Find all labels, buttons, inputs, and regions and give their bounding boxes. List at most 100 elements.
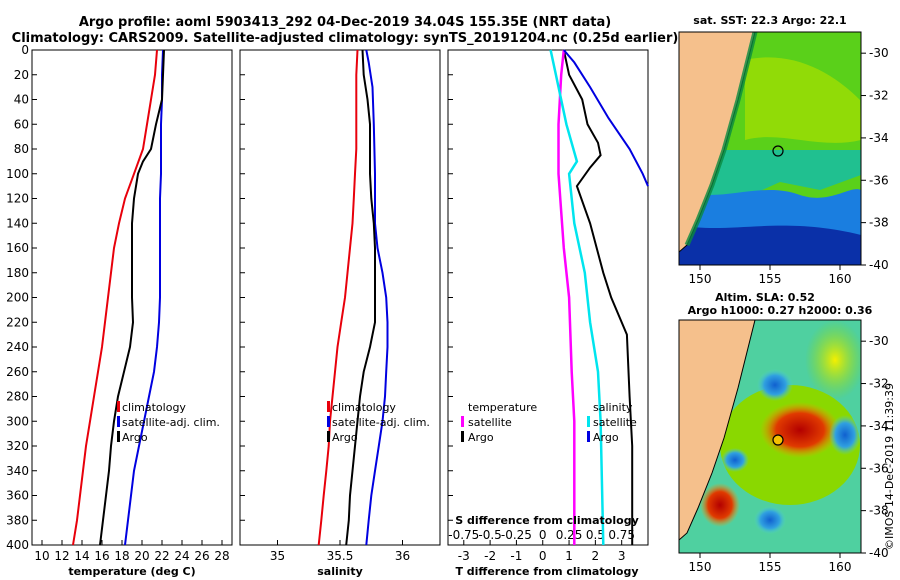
lat-tick-label: -34 [869, 131, 889, 145]
salinity-panel: 35 35.5 36 salinity climatology satellite-… [239, 49, 441, 578]
sst-map-title: sat. SST: 22.3 Argo: 22.1 [693, 14, 846, 27]
sla-cold-eddy-east [829, 415, 861, 455]
s-diff-tick-label: 0.75 [608, 528, 635, 542]
lon-tick-label: 150 [689, 272, 712, 286]
sla-cold-eddy-west [721, 448, 749, 472]
series-line-climatology [317, 49, 359, 546]
sla-cold-eddy-north [757, 369, 793, 401]
lat-tick-label: -36 [869, 173, 889, 187]
legend-climatology: climatology [122, 401, 186, 414]
lon-tick-label: 155 [759, 272, 782, 286]
header-line-2: Climatology: CARS2009. Satellite-adjuste… [12, 31, 679, 46]
temperature-tick-labels: 10 12 14 16 18 20 22 24 26 28 [34, 540, 230, 563]
xtick-label: 35.5 [327, 549, 354, 563]
sla-land [679, 320, 756, 541]
depth-tick-labels: 0 20 40 60 80 100 120 140 160 180 200 220 240 260 280 3… [6, 43, 37, 552]
imos-credit: ©IMOS 14-Dec-2019 11:39:39 [883, 383, 896, 550]
xtick-label: 12 [54, 549, 69, 563]
difference-panel: -3 -2 -1 0 1 2 3 -0.75 -0.5 -0.25 0 0.25 0.5 0.75 S … [447, 49, 649, 578]
legend-temperature: temperature [468, 401, 537, 414]
lon-tick-label: 155 [759, 560, 782, 574]
legend-swatch-climatology [327, 401, 330, 412]
xtick-label: 1 [565, 549, 573, 563]
xtick-label: 36 [395, 549, 410, 563]
sst-warm-patch [745, 57, 861, 143]
depth-tick-label: 60 [14, 117, 29, 131]
xtick-label: 3 [618, 549, 626, 563]
lon-tick-label: 150 [689, 560, 712, 574]
depth-tick-label: 100 [6, 167, 29, 181]
sla-field [679, 320, 861, 553]
legend-swatch-sal-satellite [587, 416, 590, 427]
salinity-xlabel: salinity [317, 565, 363, 578]
salinity-depth-ticks [240, 49, 245, 546]
legend-sal-satellite: satellite [593, 416, 637, 429]
legend-swatch-temp-argo [461, 431, 464, 442]
sla-lat-labels: -30 -32 -34 -36 -38 -40 [861, 334, 889, 560]
sst-front-band [679, 150, 861, 205]
depth-tick-label: 0 [21, 43, 29, 57]
depth-tick-label: 320 [6, 439, 29, 453]
legend-swatch-climatology [117, 401, 120, 412]
lat-tick-label: -30 [869, 334, 889, 348]
xtick-label: 10 [34, 549, 49, 563]
depth-tick-label: 120 [6, 192, 29, 206]
sst-cold-water [679, 225, 861, 265]
legend-sal-argo: Argo [593, 431, 619, 444]
lat-tick-label: -32 [869, 89, 889, 103]
xtick-label: -2 [484, 549, 496, 563]
series-line-satellite-adj-clim- [124, 49, 164, 546]
xtick-label: 22 [154, 549, 169, 563]
lat-tick-label: -36 [869, 461, 889, 475]
series-line-argo [99, 49, 165, 546]
xtick-label: -1 [510, 549, 522, 563]
legend-swatch-argo [327, 431, 330, 442]
salinity-diff-tick-labels: -0.75 -0.5 -0.25 0 0.25 0.5 0.75 [448, 528, 635, 542]
depth-tick-label: 200 [6, 291, 29, 305]
sla-map-title-1: Altim. SLA: 0.52 [715, 291, 815, 304]
depth-tick-label: 300 [6, 414, 29, 428]
depth-tick-label: 180 [6, 266, 29, 280]
temperature-series [72, 49, 165, 546]
legend-argo: Argo [122, 431, 148, 444]
s-difference-label: S difference from climatology [455, 514, 639, 527]
xtick-label: 18 [114, 549, 129, 563]
depth-tick-label: 280 [6, 390, 29, 404]
legend-climatology: climatology [332, 401, 396, 414]
sst-coastal-band [684, 32, 758, 247]
salinity-legend: climatology satellite-adj. clim. Argo [327, 401, 430, 444]
depth-tick-label: 240 [6, 340, 29, 354]
xtick-label: -3 [458, 549, 470, 563]
temperature-xlabel: temperature (deg C) [68, 565, 195, 578]
lat-tick-label: -38 [869, 216, 889, 230]
lat-tick-label: -30 [869, 46, 889, 60]
sst-lon-labels: 150 155 160 [689, 265, 851, 286]
depth-tick-label: 140 [6, 216, 29, 230]
lat-tick-label: -32 [869, 377, 889, 391]
legend-satellite: satellite-adj. clim. [332, 416, 430, 429]
sla-yellow-north [805, 320, 861, 400]
depth-tick-label: 40 [14, 93, 29, 107]
series-line-salinity-argo [563, 49, 649, 187]
series-line-satellite-adj-clim- [365, 49, 389, 546]
difference-legend: temperature satellite Argo salinity sate… [461, 401, 637, 444]
difference-depth-ticks [448, 49, 453, 546]
depth-tick-label: 220 [6, 315, 29, 329]
depth-tick-label: 160 [6, 241, 29, 255]
sla-warm-eddy-south [700, 483, 740, 527]
lat-tick-label: -34 [869, 419, 889, 433]
legend-swatch-satellite [117, 416, 120, 427]
legend-argo: Argo [332, 431, 358, 444]
xtick-label: 0 [539, 549, 547, 563]
legend-temp-satellite: satellite [468, 416, 512, 429]
s-diff-tick-label: -0.5 [478, 528, 501, 542]
xtick-label: 14 [74, 549, 89, 563]
series-line-climatology [72, 49, 158, 546]
depth-tick-label: 340 [6, 464, 29, 478]
sla-map-title-2: Argo h1000: 0.27 h2000: 0.36 [688, 304, 873, 317]
legend-swatch-argo [117, 431, 120, 442]
series-line-argo [345, 49, 376, 546]
legend-salinity: salinity [593, 401, 633, 414]
depth-tick-label: 400 [6, 538, 29, 552]
